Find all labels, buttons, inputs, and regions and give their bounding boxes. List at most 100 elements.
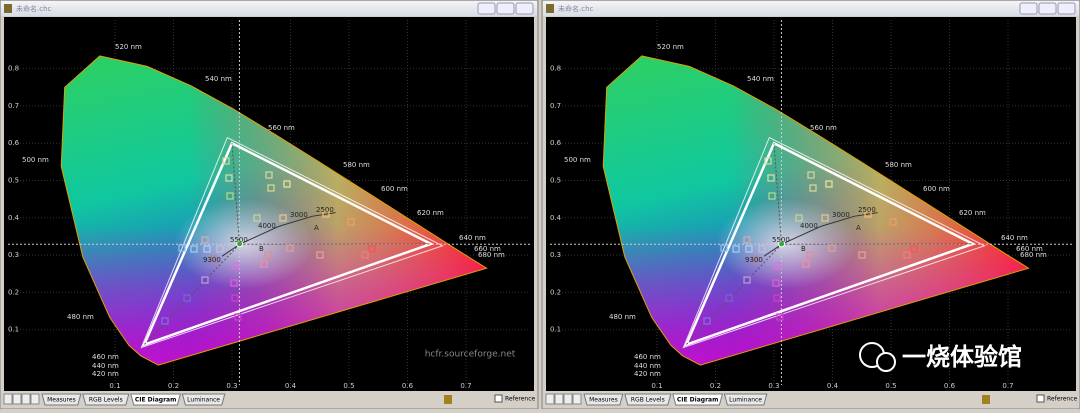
window-button-close[interactable]	[1057, 2, 1076, 15]
x-tick-label: 0.3	[226, 382, 237, 390]
wavelength-label: 460 nm	[634, 353, 661, 361]
tab[interactable]	[583, 393, 624, 406]
reference-checkbox[interactable]	[494, 394, 503, 403]
wavelength-label: 560 nm	[268, 124, 295, 132]
measure-point	[201, 276, 209, 284]
cct-label: 4000	[800, 222, 818, 230]
tab-nav-first[interactable]	[3, 393, 13, 405]
measure-point	[253, 214, 261, 222]
measure-point	[745, 245, 753, 253]
cct-label: 3000	[832, 211, 850, 219]
y-tick-label: 0.1	[8, 326, 19, 334]
measure-point	[316, 251, 324, 259]
window: 未命名.chc 0.1 0.2 0.3 0.4 0.5 0.6 0.7 0.1 0.2 0.3 0.4…	[541, 0, 1080, 410]
y-tick-label: 0.2	[8, 288, 19, 296]
tab[interactable]	[82, 393, 130, 406]
measure-point	[203, 245, 211, 253]
diagram: 0.1 0.2 0.3 0.4 0.5 0.6 0.7 0.1 0.2 0.3 0.4 0.5 0.6 0…	[8, 20, 530, 390]
measure-point	[795, 214, 803, 222]
measure-point	[264, 251, 272, 259]
window-title: 未命名.chc	[558, 4, 594, 13]
measure-point	[773, 294, 781, 302]
wavelength-label: 640 nm	[1001, 234, 1028, 242]
measure-point	[161, 317, 169, 325]
window-button-max[interactable]	[1038, 2, 1057, 15]
y-tick-label: 0.2	[550, 288, 561, 296]
wavelength-label: 580 nm	[343, 161, 370, 169]
measured-gamut	[140, 136, 444, 349]
x-tick-label: 0.1	[109, 382, 120, 390]
tab-nav-next[interactable]	[21, 393, 31, 405]
wavelength-label: 460 nm	[92, 353, 119, 361]
measure-point	[864, 210, 872, 218]
wavelength-label: 640 nm	[459, 234, 486, 242]
cct-label: A	[314, 224, 319, 232]
tab-label: Luminance	[187, 397, 220, 404]
target-lines	[143, 143, 431, 345]
measure-point	[234, 313, 242, 321]
cct-label: 2500	[316, 206, 334, 214]
tab-bar	[1, 392, 537, 408]
measure-point	[720, 244, 728, 252]
tab-nav-next[interactable]	[563, 393, 573, 405]
measure-point	[774, 262, 782, 270]
y-tick-label: 0.8	[550, 65, 561, 73]
window-button-max[interactable]	[496, 2, 515, 15]
cct-label: B	[801, 245, 806, 253]
cct-label: 3000	[290, 211, 308, 219]
measure-point	[802, 260, 810, 268]
measure-point	[772, 279, 780, 287]
tab[interactable]	[723, 393, 768, 406]
measure-point	[322, 210, 330, 218]
measure-point	[265, 171, 273, 179]
tab-nav-prev[interactable]	[12, 393, 22, 405]
app-icon	[546, 4, 554, 13]
target-lines	[685, 143, 973, 345]
watermark: 一烧体验馆	[902, 343, 1022, 371]
measure-point	[279, 214, 287, 222]
window-button-min[interactable]	[477, 2, 496, 15]
wavelength-label: 520 nm	[115, 43, 142, 51]
y-tick-label: 0.7	[8, 102, 19, 110]
white-measure	[778, 240, 786, 248]
measure-point	[347, 218, 355, 226]
tab-nav-prev[interactable]	[554, 393, 564, 405]
tab-nav-last[interactable]	[30, 393, 40, 405]
reference-checkbox[interactable]	[1036, 394, 1045, 403]
x-tick-label: 0.6	[944, 382, 956, 390]
x-tick-label: 0.7	[1002, 382, 1013, 390]
tab[interactable]	[130, 393, 182, 406]
tab[interactable]	[181, 393, 226, 406]
measure-point	[809, 184, 817, 192]
measure-point	[216, 245, 224, 253]
y-tick-label: 0.6	[8, 139, 20, 147]
tab[interactable]	[672, 393, 724, 406]
tab-nav-first[interactable]	[545, 393, 555, 405]
tab-nav-last[interactable]	[572, 393, 582, 405]
window-button-close[interactable]	[515, 2, 534, 15]
wavelength-label: 500 nm	[22, 156, 49, 164]
measure-point	[232, 262, 240, 270]
cct-label: 5500	[772, 236, 790, 244]
x-tick-label: 0.5	[343, 382, 354, 390]
window-button-min[interactable]	[1019, 2, 1038, 15]
measure-point	[751, 255, 759, 263]
x-tick-label: 0.2	[168, 382, 179, 390]
measure-point	[903, 251, 911, 259]
wavelength-label: 440 nm	[634, 362, 661, 370]
locus-outline	[602, 55, 1030, 366]
tab[interactable]	[41, 393, 82, 406]
y-tick-label: 0.4	[550, 214, 562, 222]
measure-point	[201, 236, 209, 244]
measure-point	[225, 174, 233, 182]
cct-label: 4000	[258, 222, 276, 230]
white-measure	[236, 240, 244, 248]
measure-point	[821, 214, 829, 222]
y-tick-label: 0.3	[8, 251, 19, 259]
app-icon	[4, 4, 12, 13]
measure-point	[758, 245, 766, 253]
cct-label: B	[259, 245, 264, 253]
tab-label: Measures	[47, 397, 76, 404]
tab[interactable]	[624, 393, 672, 406]
wavelength-label: 680 nm	[1020, 251, 1047, 259]
